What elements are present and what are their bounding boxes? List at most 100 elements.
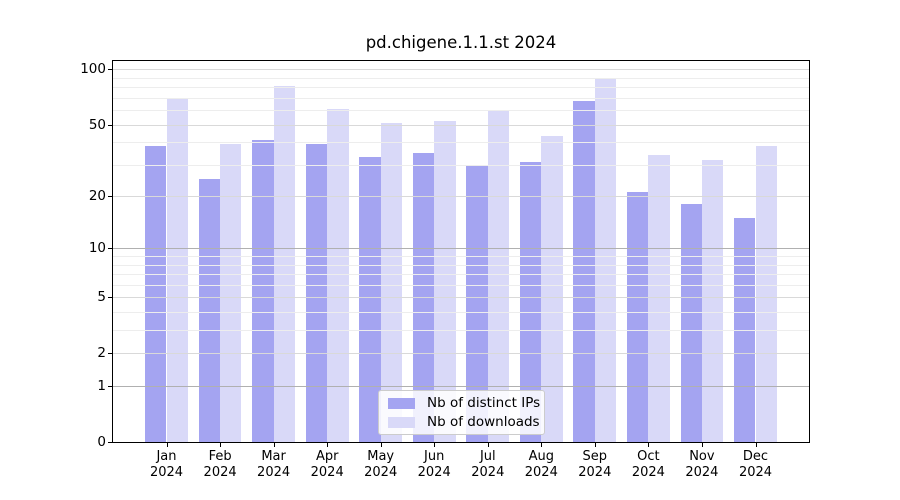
x-tick-mark — [434, 443, 436, 447]
y-tick-mark — [108, 124, 112, 126]
x-tick-mark — [273, 443, 275, 447]
x-tick-label: Nov 2024 — [674, 449, 730, 481]
y-tick-label: 100 — [80, 61, 106, 78]
x-tick-mark — [487, 443, 489, 447]
legend-label-distinct-ips: Nb of distinct IPs — [427, 395, 541, 411]
x-tick-mark — [541, 443, 543, 447]
y-tick-mark — [108, 248, 112, 250]
x-tick-year: 2024 — [257, 465, 291, 480]
x-tick-label: May 2024 — [353, 449, 409, 481]
gridline-minor — [113, 330, 809, 332]
bar-downloads — [166, 99, 188, 442]
x-tick-year: 2024 — [203, 465, 237, 480]
bar-downloads — [434, 121, 456, 442]
bar-downloads — [594, 78, 617, 442]
y-tick-label: 10 — [88, 240, 106, 257]
x-tick-month: Jan — [156, 449, 177, 464]
gridline-minor — [113, 77, 809, 79]
bar-distinct-ips — [573, 101, 595, 442]
legend-swatch-distinct-ips — [388, 397, 415, 409]
legend-item-downloads: Nb of downloads — [388, 414, 540, 430]
bar-distinct-ips — [305, 144, 328, 442]
y-tick-mark — [108, 386, 112, 387]
gridline-minor — [113, 142, 809, 144]
gridline-major — [113, 196, 809, 198]
gridline-minor — [113, 110, 809, 112]
x-tick-month: Jul — [479, 449, 496, 464]
x-tick-year: 2024 — [310, 465, 344, 480]
x-tick-mark — [701, 443, 703, 447]
x-tick-year: 2024 — [417, 465, 451, 480]
bar-distinct-ips — [359, 157, 381, 442]
bar-distinct-ips — [680, 204, 702, 442]
gridline-major — [113, 124, 809, 126]
gridline-major — [113, 386, 809, 387]
x-tick-label: Mar 2024 — [246, 449, 302, 481]
gridline-minor — [113, 256, 809, 258]
x-tick-month: Dec — [742, 449, 769, 464]
bar-distinct-ips — [466, 164, 488, 442]
y-tick-label: 20 — [88, 188, 106, 205]
x-tick-mark — [220, 443, 222, 447]
y-tick-label: 1 — [97, 378, 106, 394]
x-tick-label: Sep 2024 — [567, 449, 623, 481]
y-tick-label: 50 — [88, 116, 106, 133]
gridline-minor — [113, 264, 809, 266]
x-tick-month: Nov — [689, 449, 715, 464]
x-tick-year: 2024 — [364, 465, 398, 480]
y-tick-label: 2 — [97, 345, 106, 362]
bar-downloads — [541, 136, 563, 442]
y-tick-mark — [108, 196, 112, 198]
bar-distinct-ips — [252, 140, 274, 442]
gridline-minor — [113, 164, 809, 166]
gridline-minor — [113, 312, 809, 313]
bar-distinct-ips — [627, 192, 649, 442]
x-tick-label: Jul 2024 — [460, 449, 516, 481]
x-tick-month: Aug — [528, 449, 554, 464]
x-tick-month: Sep — [582, 449, 608, 464]
x-tick-year: 2024 — [578, 465, 612, 480]
x-tick-year: 2024 — [631, 465, 665, 480]
bar-downloads — [327, 108, 349, 442]
bar-downloads — [648, 154, 670, 442]
y-tick-label: 5 — [97, 289, 106, 306]
x-tick-label: Dec 2024 — [728, 449, 784, 481]
x-tick-month: Jun — [424, 449, 445, 464]
x-tick-mark — [327, 443, 329, 447]
chart-title: pd.chigene.1.1.st 2024 — [365, 33, 557, 52]
legend-label-downloads: Nb of downloads — [427, 414, 540, 430]
legend-item-distinct-ips: Nb of distinct IPs — [388, 395, 540, 411]
x-tick-label: Apr 2024 — [299, 449, 355, 481]
gridline-major — [113, 353, 809, 355]
y-tick-mark — [108, 353, 112, 355]
x-tick-month: Feb — [208, 449, 232, 464]
bar-downloads — [380, 123, 403, 442]
x-tick-mark — [648, 443, 650, 447]
x-tick-label: Jan 2024 — [139, 449, 195, 481]
gridline-minor — [113, 97, 809, 99]
bar-downloads — [220, 144, 242, 442]
y-tick-mark — [108, 69, 112, 71]
bar-downloads — [487, 111, 510, 442]
x-tick-mark — [755, 443, 757, 447]
x-tick-month: Mar — [261, 449, 286, 464]
x-tick-year: 2024 — [685, 465, 719, 480]
gridline-major — [113, 248, 809, 250]
y-tick-mark — [108, 297, 112, 299]
bar-distinct-ips — [145, 146, 167, 442]
x-tick-mark — [166, 443, 168, 447]
bar-distinct-ips — [198, 178, 221, 442]
gridline-major — [113, 69, 809, 71]
x-tick-month: Oct — [637, 449, 660, 464]
x-tick-label: Feb 2024 — [192, 449, 248, 481]
x-tick-mark — [380, 443, 382, 447]
x-tick-year: 2024 — [149, 465, 184, 480]
legend-swatch-downloads — [388, 416, 415, 428]
bar-downloads — [755, 146, 777, 442]
x-tick-year: 2024 — [738, 465, 773, 480]
x-tick-label: Oct 2024 — [620, 449, 676, 481]
gridline-minor — [113, 284, 809, 286]
y-tick-label: 0 — [97, 434, 106, 450]
y-tick-mark — [108, 442, 112, 443]
